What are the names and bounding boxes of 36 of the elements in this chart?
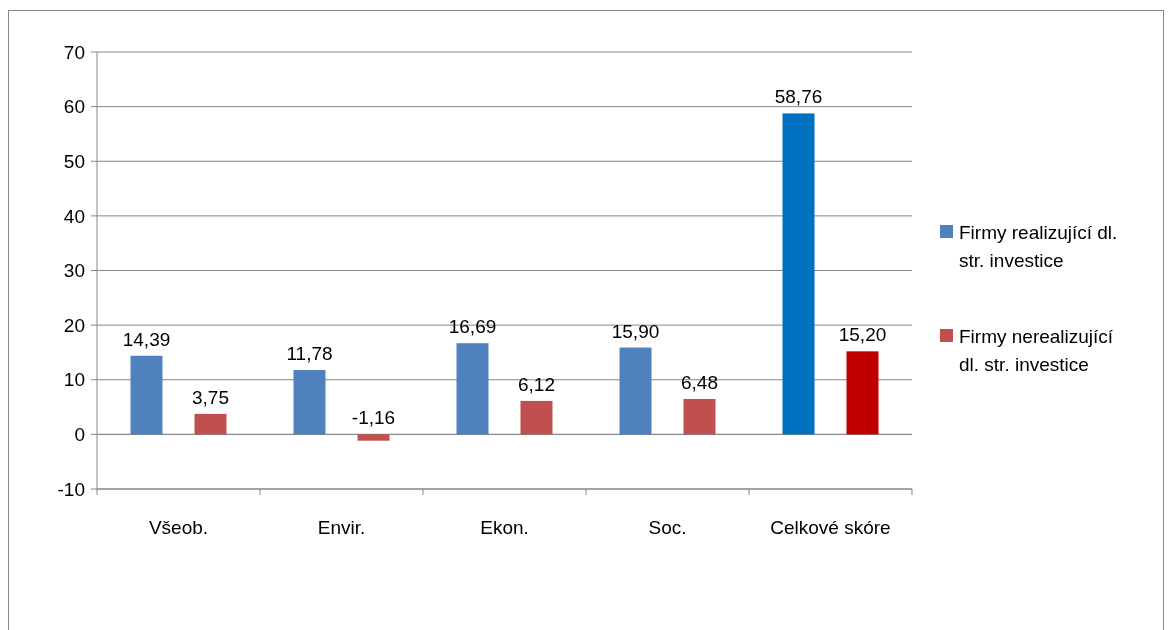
data-label: 14,39 — [122, 328, 171, 350]
x-tick-label: Všeob. — [148, 517, 209, 538]
bar — [194, 413, 227, 435]
bar — [619, 347, 652, 435]
data-label: -1,16 — [351, 407, 396, 429]
bar — [357, 434, 390, 441]
y-tick-label: 40 — [63, 205, 85, 227]
data-label: 16,69 — [448, 316, 497, 338]
data-label: 15,90 — [611, 320, 660, 342]
y-tick-label: -10 — [57, 478, 85, 500]
data-label: 11,78 — [286, 343, 333, 365]
x-tick-label: Envir. — [317, 517, 366, 538]
y-tick-label: 20 — [63, 314, 85, 336]
data-label: 58,76 — [774, 86, 823, 108]
bar — [846, 351, 879, 435]
y-tick-label: 50 — [63, 150, 85, 172]
y-tick-label: 30 — [63, 260, 85, 282]
bar — [782, 113, 815, 435]
y-tick-label: 60 — [63, 96, 85, 118]
bar — [293, 370, 326, 435]
data-label: 3,75 — [192, 386, 229, 408]
bar — [683, 398, 716, 435]
data-label: 15,20 — [838, 324, 887, 346]
x-tick-label: Celkové skóre — [770, 517, 891, 538]
data-label: 6,48 — [681, 371, 718, 393]
bar — [456, 343, 489, 435]
bar — [130, 355, 163, 435]
y-tick-label: 70 — [63, 41, 85, 63]
legend-label: Firmy realizující dl. str. investice — [959, 221, 1118, 271]
bar — [520, 400, 553, 435]
y-tick-label: 0 — [74, 424, 85, 446]
x-tick-label: Ekon. — [480, 517, 529, 538]
y-tick-label: 10 — [63, 369, 85, 391]
data-label: 6,12 — [518, 373, 555, 395]
x-tick-label: Soc. — [648, 517, 687, 538]
legend-label: Firmy nerealizující dl. str. investice — [959, 325, 1114, 375]
